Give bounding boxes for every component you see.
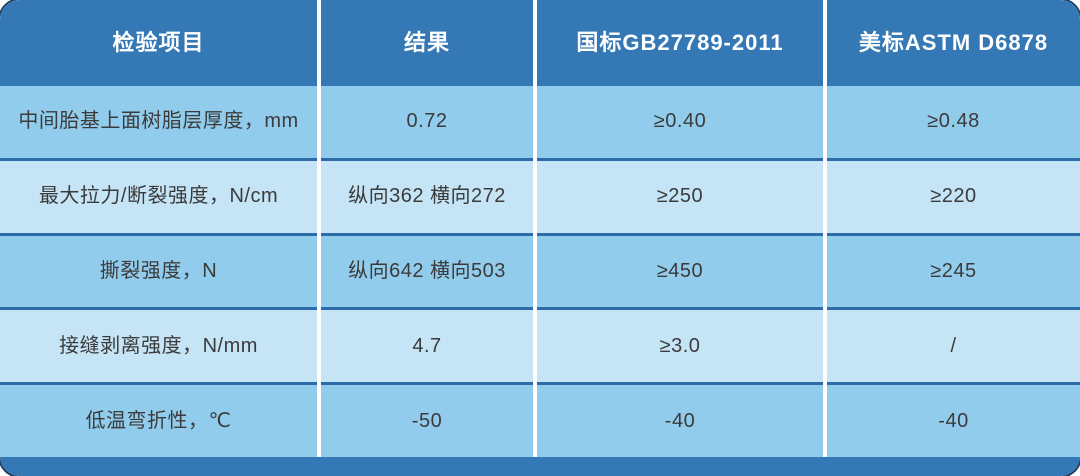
cell-result: 4.7 (321, 307, 533, 383)
header-cell-result: 结果 (321, 0, 533, 86)
header-cell-test-item: 检验项目 (0, 0, 317, 86)
cell-national-standard: ≥0.40 (537, 86, 823, 158)
cell-result: -50 (321, 382, 533, 457)
table-row-seam-peel-strength: 接缝剥离强度，N/mm 4.7 ≥3.0 / (0, 307, 1080, 383)
cell-national-standard: -40 (537, 382, 823, 457)
cell-astm-standard: ≥245 (827, 232, 1080, 308)
table-row-tear-strength: 撕裂强度，N 纵向642 横向503 ≥450 ≥245 (0, 232, 1080, 308)
cell-result: 0.72 (321, 86, 533, 158)
footer-bar (0, 456, 1080, 476)
cell-test-item: 中间胎基上面树脂层厚度，mm (0, 86, 317, 158)
cell-astm-standard: / (827, 307, 1080, 383)
cell-astm-standard: ≥0.48 (827, 86, 1080, 158)
cell-test-item: 低温弯折性，℃ (0, 382, 317, 457)
header-cell-astm-standard: 美标ASTM D6878 (827, 0, 1080, 86)
cell-test-item: 最大拉力/断裂强度，N/cm (0, 157, 317, 233)
table-row-resin-thickness: 中间胎基上面树脂层厚度，mm 0.72 ≥0.40 ≥0.48 (0, 86, 1080, 158)
cell-astm-standard: -40 (827, 382, 1080, 457)
cell-national-standard: ≥450 (537, 232, 823, 308)
cell-national-standard: ≥250 (537, 157, 823, 233)
cell-astm-standard: ≥220 (827, 157, 1080, 233)
header-cell-national-standard: 国标GB27789-2011 (537, 0, 823, 86)
cell-test-item: 撕裂强度，N (0, 232, 317, 308)
header-row: 检验项目 结果 国标GB27789-2011 美标ASTM D6878 (0, 0, 1080, 86)
cell-result: 纵向642 横向503 (321, 232, 533, 308)
table-row-low-temp-flexibility: 低温弯折性，℃ -50 -40 -40 (0, 382, 1080, 457)
table-row-tensile-strength: 最大拉力/断裂强度，N/cm 纵向362 横向272 ≥250 ≥220 (0, 157, 1080, 233)
cell-national-standard: ≥3.0 (537, 307, 823, 383)
cell-test-item: 接缝剥离强度，N/mm (0, 307, 317, 383)
cell-result: 纵向362 横向272 (321, 157, 533, 233)
